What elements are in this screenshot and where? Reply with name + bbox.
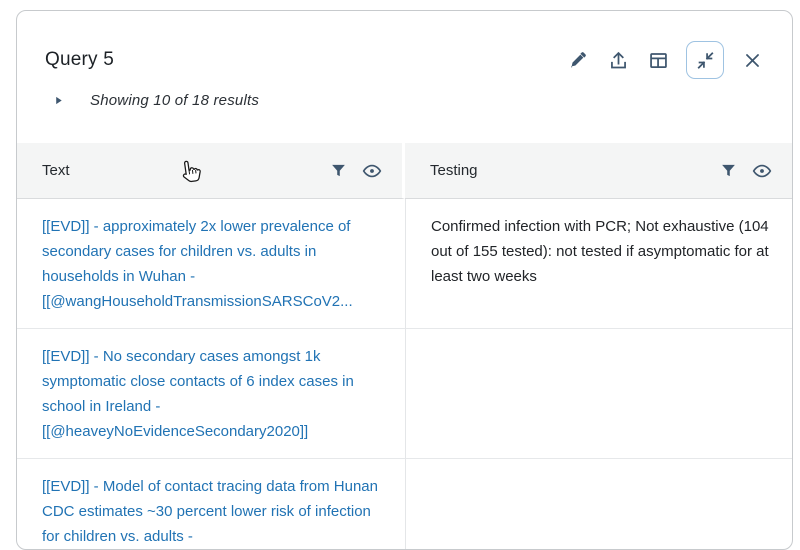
filter-icon[interactable] <box>330 162 347 179</box>
results-summary-row: Showing 10 of 18 results <box>53 87 792 113</box>
table-cell-testing[interactable] <box>405 329 792 459</box>
edit-pencil-icon[interactable] <box>566 48 590 72</box>
visibility-eye-icon[interactable] <box>362 161 382 181</box>
results-table: Text Testing <box>17 143 792 549</box>
table-cell-text-link[interactable]: [[EVD]] - No secondary cases amongst 1k … <box>17 329 405 459</box>
page-title: Query 5 <box>45 49 114 70</box>
collapse-panel-icon[interactable] <box>686 41 724 79</box>
disclosure-triangle-icon[interactable] <box>53 95 64 106</box>
column-label: Testing <box>430 162 478 179</box>
column-label: Text <box>42 162 70 179</box>
table-view-icon[interactable] <box>646 48 670 72</box>
results-summary-text: Showing 10 of 18 results <box>90 91 260 109</box>
export-upload-icon[interactable] <box>606 48 630 72</box>
visibility-eye-icon[interactable] <box>752 161 772 181</box>
table-cell-testing[interactable] <box>405 459 792 549</box>
query-panel: Query 5 <box>16 10 793 550</box>
close-icon[interactable] <box>740 48 764 72</box>
table-cell-text-link[interactable]: [[EVD]] - approximately 2x lower prevale… <box>17 199 405 329</box>
column-header-text: Text <box>17 143 405 199</box>
table-cell-testing[interactable]: Confirmed infection with PCR; Not exhaus… <box>405 199 792 329</box>
panel-header: Query 5 <box>17 11 792 83</box>
table-cell-text-link[interactable]: [[EVD]] - Model of contact tracing data … <box>17 459 405 549</box>
column-header-testing: Testing <box>405 143 792 199</box>
filter-icon[interactable] <box>720 162 737 179</box>
toolbar <box>566 41 764 79</box>
